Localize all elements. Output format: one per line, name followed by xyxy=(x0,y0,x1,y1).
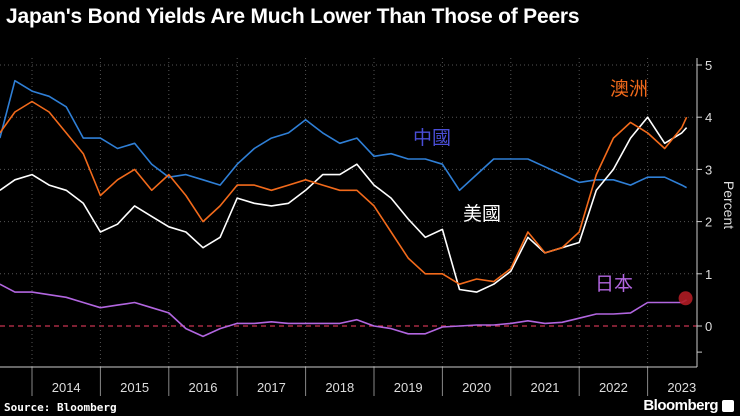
bloomberg-terminal-icon xyxy=(722,400,734,412)
x-tick-label: 2023 xyxy=(667,380,696,395)
y-tick-label: 2 xyxy=(705,215,712,230)
series-lines xyxy=(0,79,693,338)
y-tick-label: 1 xyxy=(705,267,712,282)
chart-title: Japan's Bond Yields Are Much Lower Than … xyxy=(6,5,580,28)
source-note: Source: Bloomberg xyxy=(4,401,117,414)
axes: 0 1 2 3 4 5 2014 2015 2016 2017 2018 2019 2020 2021 20… xyxy=(0,58,737,396)
series-line-3 xyxy=(0,283,687,338)
x-tick-label: 2020 xyxy=(462,380,491,395)
bloomberg-logo: Bloomberg xyxy=(643,397,718,414)
y-tick-label: 0 xyxy=(705,319,712,334)
series-label-0: 中國 xyxy=(413,127,451,149)
x-tick-label: 2021 xyxy=(531,380,560,395)
series-label-2: 澳洲 xyxy=(610,78,648,100)
series-line-0 xyxy=(0,79,687,192)
series-line-1 xyxy=(0,116,688,293)
y-tick-label: 3 xyxy=(705,162,712,177)
x-tick-label: 2017 xyxy=(257,380,286,395)
grid xyxy=(0,58,697,367)
x-tick-label: 2015 xyxy=(120,380,149,395)
y-tick-label: 4 xyxy=(705,110,712,125)
series-line-2 xyxy=(0,100,688,286)
series-label-3: 日本 xyxy=(595,273,633,295)
y-tick-label: 5 xyxy=(705,58,712,73)
x-tick-label: 2014 xyxy=(52,380,81,395)
y-axis-label: Percent xyxy=(721,181,737,229)
x-tick-label: 2016 xyxy=(189,380,218,395)
x-tick-label: 2019 xyxy=(394,380,423,395)
highlight-dot xyxy=(678,291,693,306)
series-label-1: 美國 xyxy=(463,203,501,225)
x-tick-label: 2022 xyxy=(599,380,628,395)
x-tick-label: 2018 xyxy=(325,380,354,395)
